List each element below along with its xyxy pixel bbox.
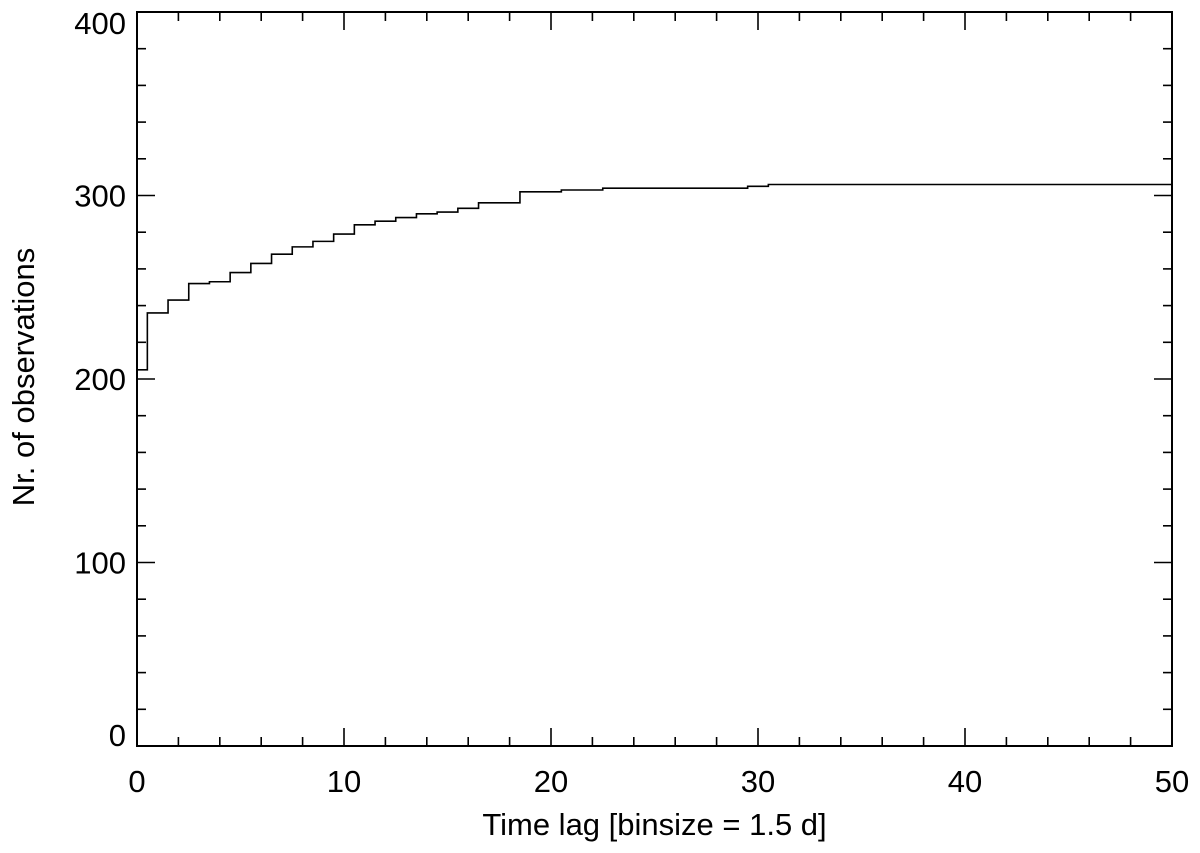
x-tick-label: 0 [128, 764, 145, 799]
y-tick-label: 200 [74, 362, 126, 397]
x-tick-label: 40 [948, 764, 982, 799]
y-tick-label: 100 [74, 546, 126, 581]
y-axis-label: Nr. of observations [6, 248, 41, 506]
x-tick-label: 30 [741, 764, 775, 799]
series-line [137, 183, 1172, 371]
y-tick-label: 0 [109, 718, 126, 753]
plot-frame [136, 11, 1173, 747]
axis-ticks [136, 11, 1173, 747]
y-tick-label: 300 [74, 179, 126, 214]
x-tick-label: 20 [534, 764, 568, 799]
y-tick-label: 400 [74, 6, 126, 41]
axis-tick-labels: 0 10 20 30 40 50 0 100 200 300 400 [74, 6, 1189, 799]
x-tick-label: 50 [1155, 764, 1189, 799]
x-tick-label: 10 [327, 764, 361, 799]
x-axis-label: Time lag [binsize = 1.5 d] [482, 807, 826, 842]
